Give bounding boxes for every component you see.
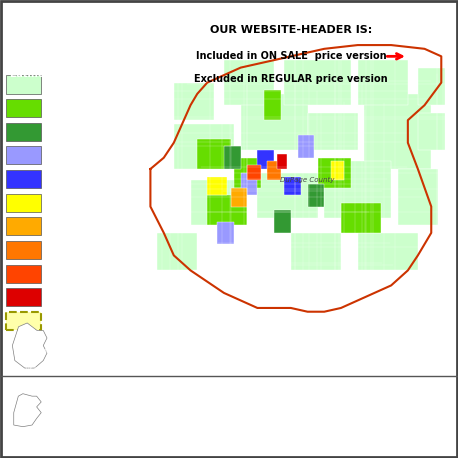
Text: 20.1% - 30%: 20.1% - 30% — [49, 127, 98, 136]
Bar — [264, 90, 281, 120]
Text: Villa Park: Villa Park — [32, 15, 92, 25]
Text: Latino Population Percent: Latino Population Percent — [158, 423, 300, 433]
Text: Source: US Census 2010, SFI: Source: US Census 2010, SFI — [18, 388, 88, 393]
FancyBboxPatch shape — [6, 289, 41, 306]
Polygon shape — [12, 323, 47, 368]
Text: Census Blocks: Census Blocks — [10, 53, 88, 63]
Bar — [241, 94, 308, 150]
Bar — [224, 60, 274, 105]
Text: 0.75  Miles: 0.75 Miles — [407, 417, 436, 422]
Bar — [197, 139, 231, 169]
Text: 80.1% - 90%: 80.1% - 90% — [49, 269, 98, 278]
Bar — [257, 173, 317, 218]
Bar — [278, 154, 288, 169]
Bar — [341, 203, 381, 233]
FancyBboxPatch shape — [6, 218, 41, 235]
FancyBboxPatch shape — [6, 241, 41, 259]
Text: 2010: 2010 — [114, 404, 124, 429]
FancyBboxPatch shape — [6, 170, 41, 188]
Bar — [217, 222, 234, 244]
Text: 50.1% - 60%: 50.1% - 60% — [49, 198, 98, 207]
Text: 90.1% - 100%: 90.1% - 100% — [49, 293, 103, 302]
Text: Villa Park: Villa Park — [177, 394, 281, 413]
Text: ILLINOIS, COUNTIES: ILLINOIS, COUNTIES — [35, 349, 89, 354]
Text: 0.375: 0.375 — [382, 417, 397, 422]
Bar — [241, 173, 257, 195]
Text: 0% - 10%: 0% - 10% — [49, 80, 86, 89]
FancyBboxPatch shape — [6, 99, 41, 117]
Bar — [174, 124, 234, 169]
Bar — [284, 60, 351, 105]
Bar — [174, 82, 214, 120]
Text: OUR WEBSITE-HEADER IS:: OUR WEBSITE-HEADER IS: — [210, 25, 372, 35]
Bar — [308, 184, 324, 207]
Bar — [231, 188, 247, 207]
Text: 0: 0 — [355, 417, 359, 422]
Bar — [398, 169, 438, 225]
FancyBboxPatch shape — [6, 194, 41, 212]
Bar — [207, 195, 247, 225]
Bar — [291, 233, 341, 270]
Bar — [257, 150, 274, 169]
Text: Pop:   21,904 ( 17.8 % Latino): Pop: 21,904 ( 17.8 % Latino) — [15, 32, 109, 37]
Text: 60.1% - 70%: 60.1% - 70% — [49, 222, 98, 231]
Bar — [267, 162, 281, 180]
Bar — [234, 158, 261, 188]
Text: Included in ON SALE  price version: Included in ON SALE price version — [196, 51, 386, 61]
FancyBboxPatch shape — [6, 265, 41, 283]
Polygon shape — [14, 394, 41, 427]
Bar — [358, 60, 408, 105]
Text: County Line: County Line — [49, 316, 95, 326]
Bar — [331, 162, 344, 180]
FancyBboxPatch shape — [6, 312, 41, 330]
Bar — [365, 94, 431, 169]
Bar — [157, 233, 197, 270]
Text: 70.1% - 80%: 70.1% - 80% — [49, 245, 98, 255]
Text: 30.1% - 40%: 30.1% - 40% — [49, 151, 98, 160]
Bar — [207, 176, 227, 195]
Bar — [418, 113, 445, 150]
Text: Coordinate System: GCS North American 1983
Datum: North American 1983
Units: Deg: Coordinate System: GCS North American 19… — [344, 388, 440, 401]
Text: 10.1% - 20%: 10.1% - 20% — [49, 104, 98, 113]
Text: Source: US Census 2010, SFI: Source: US Census 2010, SFI — [6, 367, 76, 372]
Bar — [284, 176, 301, 195]
Text: 40.1% - 50%: 40.1% - 50% — [49, 174, 98, 184]
FancyBboxPatch shape — [6, 76, 41, 93]
Text: Excluded in REGULAR price version: Excluded in REGULAR price version — [194, 74, 387, 84]
Text: DuPage County: DuPage County — [280, 177, 335, 183]
Bar — [224, 147, 241, 169]
Bar — [247, 165, 261, 180]
Bar — [308, 113, 358, 150]
Bar — [358, 233, 418, 270]
Bar — [317, 158, 351, 188]
FancyBboxPatch shape — [6, 147, 41, 164]
Text: N: N — [339, 388, 348, 398]
FancyBboxPatch shape — [6, 123, 41, 141]
Bar — [298, 135, 314, 158]
Bar — [274, 210, 291, 233]
Bar — [191, 180, 241, 225]
Bar — [418, 68, 445, 105]
Bar — [324, 162, 391, 218]
Text: Latino Population: Latino Population — [10, 70, 107, 80]
